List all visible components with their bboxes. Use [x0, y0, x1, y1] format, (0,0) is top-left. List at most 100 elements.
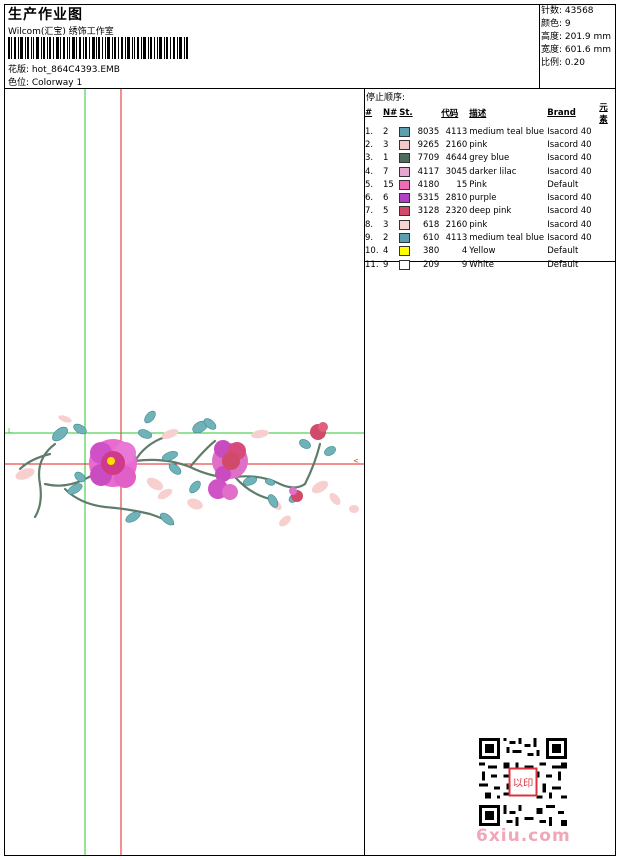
- row-element: [598, 165, 616, 178]
- stitch-value: 3128: [417, 206, 440, 217]
- stitch-value: 7709: [417, 153, 440, 164]
- col-description: 描述: [469, 109, 487, 119]
- row-needle: 2: [383, 126, 389, 137]
- table-row: 6. 6 5315 2810 purple Isacord 40: [364, 191, 616, 204]
- row-number: 3.: [365, 153, 374, 164]
- row-stitches: 7709: [398, 152, 440, 165]
- row-needle: 3: [383, 139, 389, 150]
- row-number: 6.: [365, 193, 374, 204]
- row-code: 4644: [445, 153, 468, 164]
- table-row: 1. 2 8035 4113 medium teal blue Isacord 40: [364, 125, 616, 138]
- row-code: 2160: [445, 139, 468, 150]
- row-number: 9.: [365, 233, 374, 244]
- row-description: grey blue: [469, 153, 510, 164]
- row-code: 4: [461, 246, 468, 257]
- row-needle: 2: [383, 233, 389, 244]
- color-swatch: [399, 246, 411, 257]
- design-scale: 比例: 0.20: [541, 58, 585, 68]
- color-swatch: [399, 139, 411, 150]
- color-swatch: [399, 166, 411, 177]
- row-description: purple: [469, 193, 497, 204]
- studio-name: Wilcom(汇宝) 绣饰工作室: [8, 27, 114, 37]
- leaves: [52, 410, 336, 526]
- row-element: [598, 138, 616, 151]
- table-row: 9. 2 610 4113 medium teal blue Isacord 40: [364, 231, 616, 244]
- row-description: White: [469, 259, 494, 270]
- stitch-value: 380: [423, 246, 440, 257]
- row-code: 2320: [445, 206, 468, 217]
- row-code: 4113: [445, 126, 468, 137]
- row-needle: 15: [383, 179, 394, 190]
- row-brand: Isacord 40: [547, 219, 592, 230]
- qr-seal-text: 以印: [513, 778, 534, 790]
- stems: [18, 435, 322, 526]
- color-swatch: [399, 206, 411, 217]
- row-description: deep pink: [469, 206, 512, 217]
- table-row: 5. 15 4180 15 Pink Default: [364, 178, 616, 191]
- table-bottom-divider: [364, 261, 616, 262]
- qr-code: 以印: [479, 738, 567, 826]
- row-brand: Isacord 40: [547, 166, 592, 177]
- row-description: pink: [469, 139, 488, 150]
- row-needle: 5: [383, 206, 389, 217]
- stitch-value: 5315: [417, 193, 440, 204]
- design-stats: 针数: 43568 颜色: 9 高度: 201.9 mm 宽度: 601.6 m…: [541, 5, 611, 70]
- color-swatch: [399, 219, 411, 230]
- row-description: Pink: [469, 179, 487, 190]
- col-brand: Brand: [547, 108, 576, 118]
- row-description: pink: [469, 219, 488, 230]
- header-divider: [4, 88, 616, 89]
- row-stitches: 380: [398, 245, 440, 258]
- row-number: 7.: [365, 206, 374, 217]
- row-description: medium teal blue: [469, 233, 545, 244]
- stitch-count: 针数: 43568: [541, 6, 594, 16]
- row-brand: Isacord 40: [547, 153, 592, 164]
- design-width: 宽度: 601.6 mm: [541, 45, 612, 55]
- stitch-value: 618: [423, 219, 440, 230]
- flower-buds: [289, 422, 328, 502]
- row-stitches: 4117: [398, 165, 440, 178]
- col-number: #: [365, 108, 373, 118]
- row-needle: 7: [383, 166, 389, 177]
- row-element: [598, 125, 616, 138]
- panel-divider: [364, 88, 365, 856]
- row-brand: Isacord 40: [547, 139, 592, 150]
- row-needle: 3: [383, 219, 389, 230]
- row-number: 1.: [365, 126, 374, 137]
- colorway: 色位: Colorway 1: [8, 78, 83, 88]
- table-row: 4. 7 4117 3045 darker lilac Isacord 40: [364, 165, 616, 178]
- row-stitches: 9265: [398, 138, 440, 151]
- row-needle: 9: [383, 259, 389, 270]
- row-description: darker lilac: [469, 166, 517, 177]
- row-number: 8.: [365, 219, 374, 230]
- page-title: 生产作业图: [8, 7, 83, 23]
- color-swatch: [399, 126, 411, 137]
- row-brand: Default: [547, 179, 579, 190]
- color-swatch: [399, 153, 411, 164]
- embroidery-design-preview: L <: [5, 89, 364, 855]
- color-swatch: [399, 193, 411, 204]
- row-brand: Isacord 40: [547, 193, 592, 204]
- col-needle: N#: [383, 108, 398, 118]
- sheet-frame: [4, 4, 616, 856]
- row-element: [598, 205, 616, 218]
- row-stitches: 610: [398, 231, 440, 244]
- barcode: [8, 37, 188, 59]
- row-needle: 1: [383, 153, 389, 164]
- row-description: Yellow: [469, 246, 496, 257]
- row-stitches: 5315: [398, 191, 440, 204]
- stitch-value: 4117: [417, 166, 440, 177]
- row-element: [598, 191, 616, 204]
- table-row: 7. 5 3128 2320 deep pink Isacord 40: [364, 205, 616, 218]
- row-stitches: 209: [398, 258, 440, 271]
- flower-middle: [208, 440, 248, 500]
- row-stitches: 3128: [398, 205, 440, 218]
- row-brand: Default: [547, 259, 579, 270]
- stats-divider: [539, 4, 540, 88]
- row-element: [598, 152, 616, 165]
- row-number: 2.: [365, 139, 374, 150]
- table-row: 8. 3 618 2160 pink Isacord 40: [364, 218, 616, 231]
- table-row: 10. 4 380 4 Yellow Default: [364, 245, 616, 258]
- col-stitches: St.: [399, 108, 413, 118]
- color-swatch: [399, 233, 411, 244]
